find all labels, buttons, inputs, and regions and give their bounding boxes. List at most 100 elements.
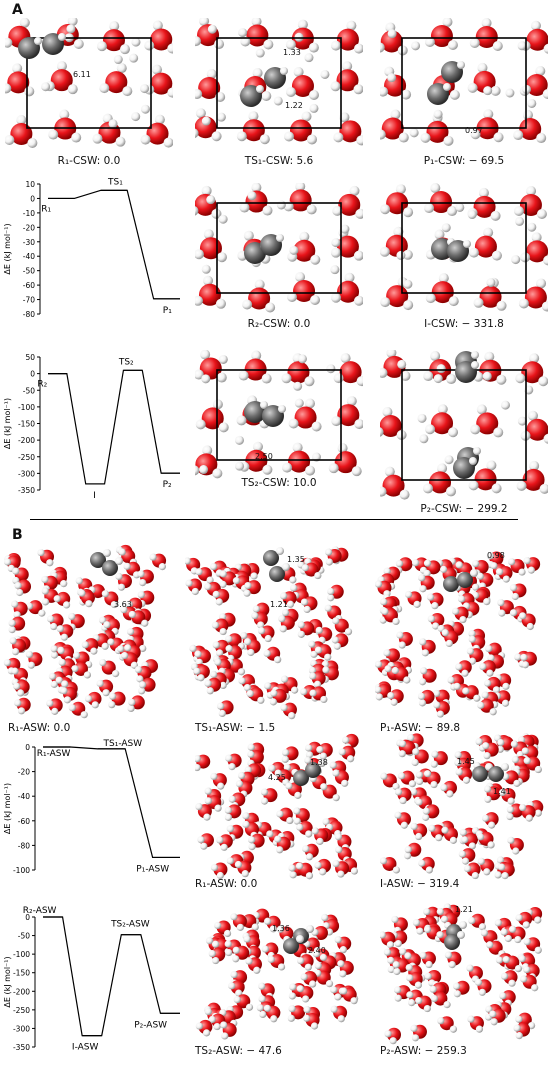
hydrogen-atom <box>230 971 238 979</box>
y-tick-label: -50 <box>18 932 30 941</box>
hydrogen-atom <box>430 351 441 362</box>
oxygen-atom <box>339 120 362 143</box>
hydrogen-atom <box>71 665 79 673</box>
hydrogen-atom <box>224 940 232 948</box>
hydrogen-atom <box>131 112 141 122</box>
hydrogen-atom <box>480 929 488 937</box>
hydrogen-atom <box>332 205 343 216</box>
hydrogen-atom <box>247 191 257 201</box>
y-tick-label: -350 <box>18 486 35 495</box>
hydrogen-atom <box>490 562 498 570</box>
hydrogen-atom <box>305 465 316 476</box>
hydrogen-atom <box>415 832 423 841</box>
hydrogen-atom <box>509 609 518 617</box>
hydrogen-atom <box>263 917 272 925</box>
oxygen-atom <box>284 746 299 761</box>
hydrogen-atom <box>342 736 350 744</box>
hydrogen-atom <box>91 701 99 709</box>
hydrogen-atom <box>309 672 317 680</box>
hydrogen-atom <box>50 645 58 653</box>
hydrogen-atom <box>437 1017 445 1025</box>
hydrogen-atom <box>293 381 303 391</box>
hydrogen-atom <box>305 751 314 759</box>
hydrogen-atom <box>301 564 309 572</box>
hydrogen-atom <box>204 797 212 805</box>
hydrogen-atom <box>5 37 13 48</box>
hydrogen-atom <box>507 836 515 844</box>
hydrogen-atom <box>201 264 211 274</box>
hydrogen-atom <box>205 937 214 945</box>
hydrogen-atom <box>439 565 448 573</box>
hydrogen-atom <box>101 642 109 650</box>
hydrogen-atom <box>510 740 518 748</box>
oxygen-atom <box>429 471 452 494</box>
hydrogen-atom <box>200 350 211 360</box>
hydrogen-atom <box>149 553 157 561</box>
hydrogen-atom <box>527 222 537 232</box>
hydrogen-atom <box>216 649 224 657</box>
hydrogen-atom <box>278 615 286 623</box>
hydrogen-atom <box>402 249 413 260</box>
hydrogen-atom <box>81 641 89 649</box>
hydrogen-atom <box>225 754 233 762</box>
hydrogen-atom <box>390 109 401 120</box>
oxygen-atom <box>526 240 548 263</box>
hydrogen-atom <box>27 661 35 669</box>
y-tick-label: 0 <box>30 370 35 379</box>
carbon-atom <box>444 934 460 950</box>
panel-p1-csw <box>380 18 548 146</box>
hydrogen-atom <box>468 247 479 258</box>
hydrogen-atom <box>251 18 262 27</box>
hydrogen-atom <box>310 254 321 265</box>
hydrogen-atom <box>459 828 467 837</box>
hydrogen-atom <box>141 619 149 627</box>
hydrogen-atom <box>315 626 323 634</box>
y-tick-label: 0 <box>25 743 30 752</box>
oxygen-atom <box>407 842 422 857</box>
hydrogen-atom <box>485 1005 493 1013</box>
hydrogen-atom <box>455 561 463 569</box>
oxygen-atom <box>150 72 173 95</box>
hydrogen-atom <box>300 598 309 606</box>
hydrogen-atom <box>489 1010 497 1018</box>
hydrogen-atom <box>398 132 409 143</box>
hydrogen-atom <box>543 255 548 266</box>
hydrogen-atom <box>257 621 265 629</box>
hydrogen-atom <box>225 948 233 957</box>
hydrogen-atom <box>219 627 227 636</box>
hydrogen-atom <box>353 43 363 54</box>
hydrogen-atom <box>335 846 343 854</box>
hydrogen-atom <box>107 638 115 646</box>
oxygen-atom <box>337 280 360 303</box>
hydrogen-atom <box>411 41 421 51</box>
oxygen-atom <box>339 361 362 384</box>
hydrogen-atom <box>257 696 265 704</box>
hydrogen-atom <box>339 946 347 954</box>
hydrogen-atom <box>56 625 64 633</box>
hydrogen-atom <box>507 797 515 805</box>
hydrogen-atom <box>314 962 322 970</box>
hydrogen-atom <box>259 134 270 145</box>
hydrogen-atom <box>476 833 485 841</box>
hydrogen-atom <box>468 629 476 638</box>
hydrogen-atom <box>305 853 314 861</box>
hydrogen-atom <box>16 114 27 125</box>
hydrogen-atom <box>185 579 193 587</box>
hydrogen-atom <box>103 549 111 557</box>
hydrogen-atom <box>337 960 345 968</box>
y-tick-label: 50 <box>25 353 35 362</box>
hydrogen-atom <box>459 615 467 624</box>
hydrogen-atom <box>46 559 54 567</box>
hydrogen-atom <box>235 780 244 788</box>
hydrogen-atom <box>441 629 449 637</box>
hydrogen-atom <box>293 817 301 825</box>
hydrogen-atom <box>425 424 436 435</box>
hydrogen-atom <box>191 587 199 596</box>
hydrogen-atom <box>262 205 273 216</box>
hydrogen-atom <box>487 654 495 662</box>
hydrogen-atom <box>57 646 65 655</box>
hydrogen-atom <box>68 704 76 712</box>
hydrogen-atom <box>302 845 310 853</box>
hydrogen-atom <box>199 465 209 475</box>
hydrogen-atom <box>423 1004 431 1013</box>
